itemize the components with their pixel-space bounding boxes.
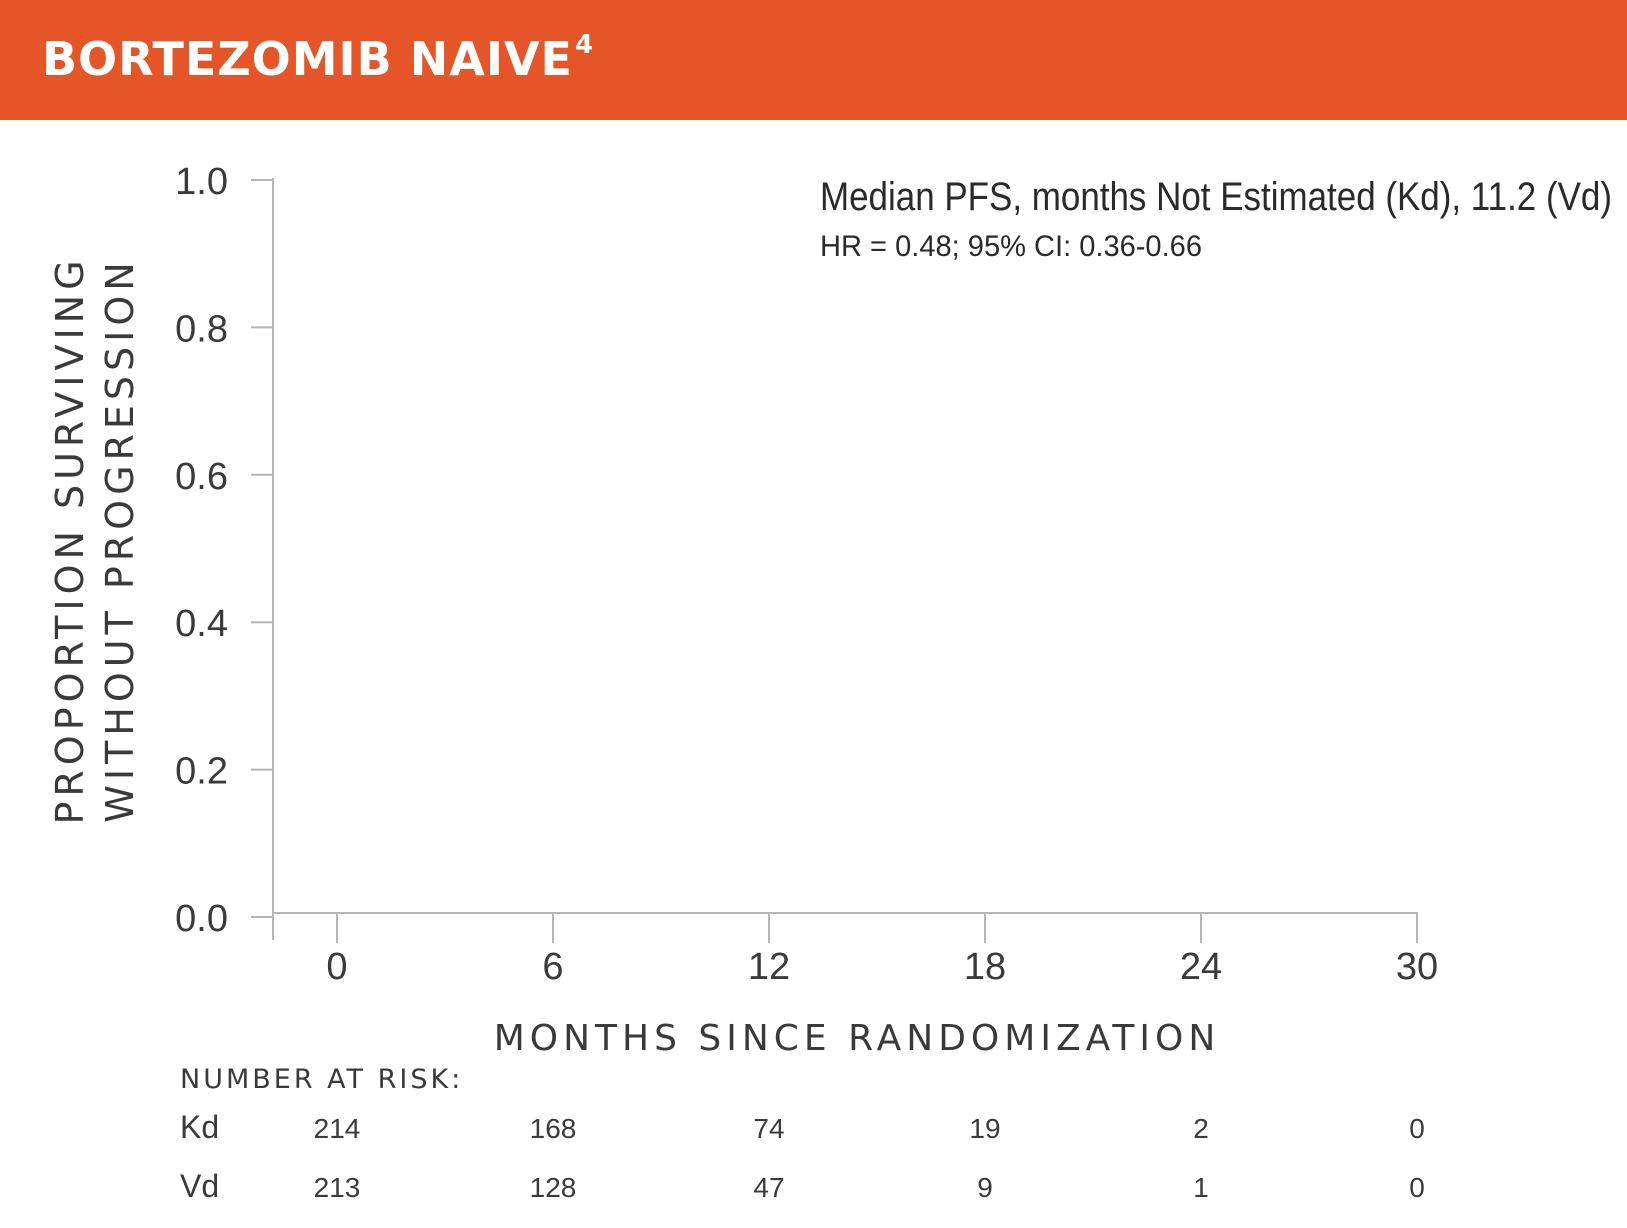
risk-value: 0 xyxy=(1409,1172,1425,1203)
hazard-ratio-annotation: HR = 0.48; 95% CI: 0.36-0.66 xyxy=(820,230,1202,263)
y-axis-label-line1: PROPORTION SURVIVING xyxy=(48,255,92,825)
risk-value: 1 xyxy=(1193,1172,1209,1203)
chart-heading: BORTEZOMIB NAIVE4 xyxy=(42,30,594,86)
risk-row-label-kd: Kd xyxy=(180,1109,220,1145)
y-tick-label: 0.4 xyxy=(175,603,228,645)
risk-value: 2 xyxy=(1193,1113,1209,1144)
risk-value: 9 xyxy=(977,1172,993,1203)
y-axis-label: PROPORTION SURVIVING WITHOUT PROGRESSION xyxy=(48,210,142,870)
risk-value: 74 xyxy=(753,1113,785,1144)
y-tick-label: 0.2 xyxy=(175,751,228,793)
chart-heading-text: BORTEZOMIB NAIVE xyxy=(42,32,573,86)
header-banner: BORTEZOMIB NAIVE4 xyxy=(0,0,1627,120)
y-tick-label: 0.8 xyxy=(175,308,228,350)
risk-row-label-vd: Vd xyxy=(180,1168,220,1204)
x-tick-label: 30 xyxy=(1396,946,1438,988)
x-tick-label: 18 xyxy=(964,946,1006,988)
y-tick-label: 1.0 xyxy=(175,161,228,203)
x-tick-label: 6 xyxy=(542,946,563,988)
risk-value: 19 xyxy=(969,1113,1001,1144)
x-tick-label: 0 xyxy=(326,946,347,988)
risk-value: 128 xyxy=(529,1172,577,1203)
risk-value: 47 xyxy=(753,1172,785,1203)
heading-superscript: 4 xyxy=(574,30,595,60)
risk-value: 0 xyxy=(1409,1113,1425,1144)
median-pfs-annotation: Median PFS, months Not Estimated (Kd), 1… xyxy=(820,175,1612,219)
risk-value: 213 xyxy=(313,1172,361,1203)
risk-table-title: NUMBER AT RISK: xyxy=(180,1064,464,1095)
y-tick-label: 0.0 xyxy=(175,898,228,940)
x-tick-label: 24 xyxy=(1180,946,1222,988)
risk-value: 168 xyxy=(529,1113,577,1144)
x-ticks: 0 6 12 18 24 30 xyxy=(326,913,1438,988)
y-tick-label: 0.6 xyxy=(175,456,228,498)
y-ticks: 0.0 0.2 0.4 0.6 0.8 1.0 xyxy=(175,161,273,940)
x-tick-label: 12 xyxy=(748,946,790,988)
y-axis-label-line2: WITHOUT PROGRESSION xyxy=(98,257,142,823)
x-axis-label: MONTHS SINCE RANDOMIZATION xyxy=(493,1018,1221,1059)
risk-value: 214 xyxy=(313,1113,361,1144)
